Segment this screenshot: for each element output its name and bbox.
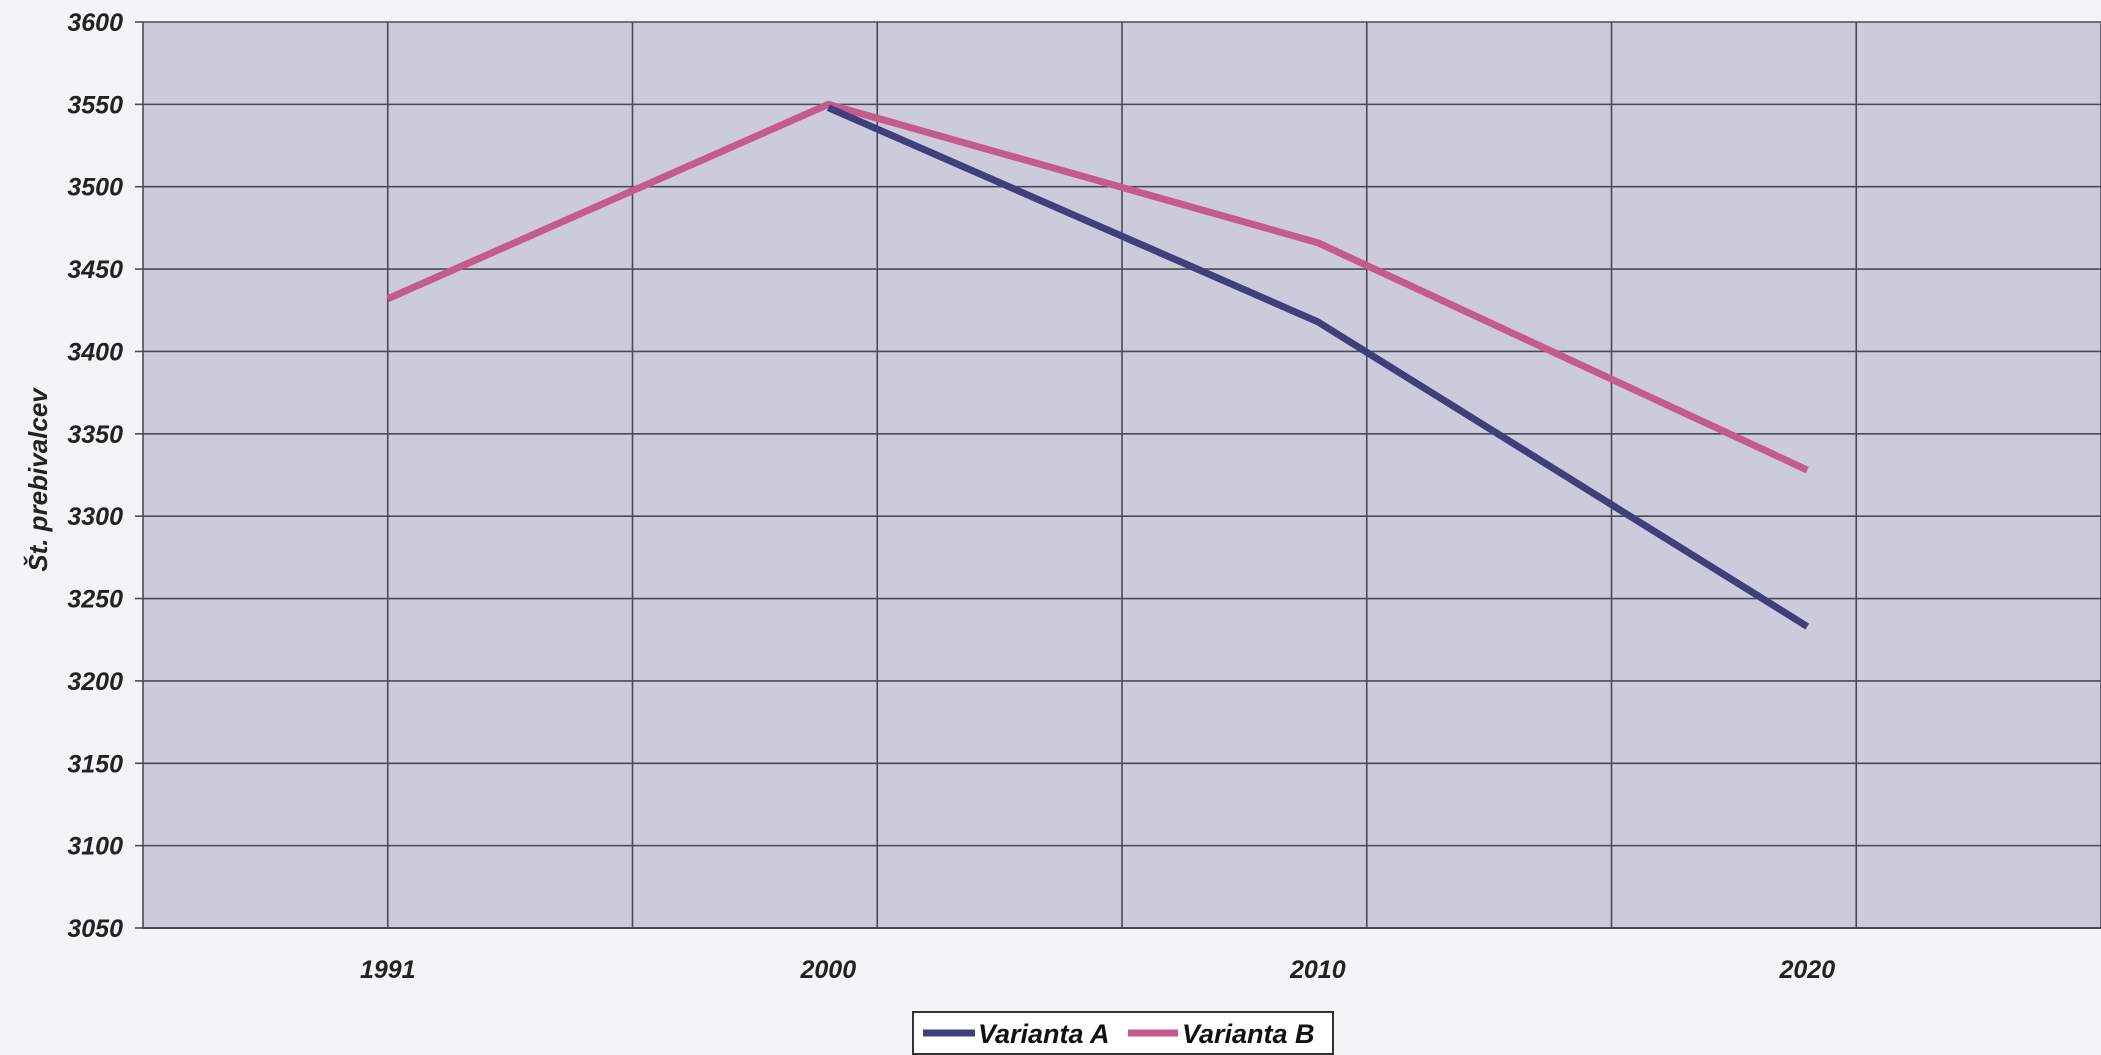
y-tick-labels: 3050 3100 3150 3200 3250 3300 3350 3400 3450 3500… [67,9,123,943]
y-tick-label-3150: 3150 [67,750,123,778]
legend-label-varianta-a: Varianta A [978,1019,1110,1049]
y-tick-label-3350: 3350 [67,421,123,449]
y-tick-label-3050: 3050 [67,915,123,943]
series-line-varianta-a [826,104,1810,630]
y-tick-label-3400: 3400 [67,338,123,366]
legend-label-varianta-b: Varianta B [1182,1019,1315,1049]
y-tick-label-3250: 3250 [67,586,123,614]
x-tick-label-2000: 2000 [799,956,856,984]
y-tick-label-3600: 3600 [67,9,123,37]
y-axis-title: Št. prebivalcev [23,387,53,572]
y-tick-label-3450: 3450 [67,256,123,284]
y-tick-label-3200: 3200 [67,668,123,696]
y-tick-label-3500: 3500 [67,174,123,202]
legend: Varianta A Varianta B [912,1011,1334,1055]
y-tick-label-3100: 3100 [67,833,123,861]
vertical-gridlines [142,22,2101,929]
x-tick-label-2020: 2020 [1778,956,1835,984]
x-tick-label-2010: 2010 [1289,956,1346,984]
x-tick-label-1991: 1991 [360,956,416,984]
series-line-varianta-b [386,100,1809,474]
x-tick-labels: 1991 2000 2010 2020 [360,956,1835,984]
y-tick-label-3550: 3550 [67,91,123,119]
series-lines [386,100,1810,630]
y-tick-label-3300: 3300 [67,503,123,531]
legend-box [912,1011,1334,1055]
